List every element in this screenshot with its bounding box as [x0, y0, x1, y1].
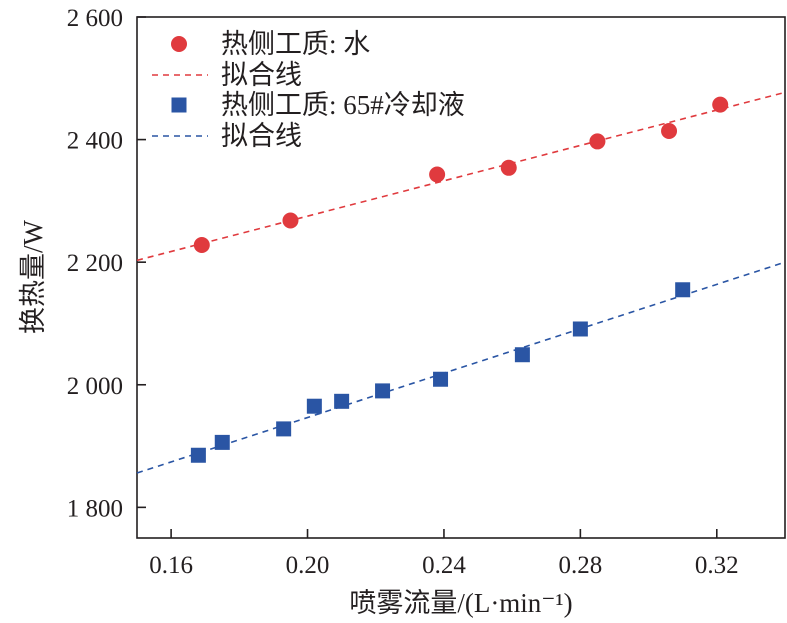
x-tick-label: 0.28 — [558, 552, 602, 579]
data-point-circle — [282, 212, 299, 229]
data-point-circle — [712, 96, 729, 113]
legend-label: 拟合线 — [221, 60, 302, 90]
data-point-square — [375, 383, 391, 399]
y-tick-label: 2 200 — [67, 250, 123, 277]
data-point-circle — [193, 237, 210, 254]
data-point-circle — [500, 159, 517, 176]
data-point-square — [514, 347, 530, 363]
data-point-square — [334, 393, 350, 409]
legend-label: 拟合线 — [221, 121, 302, 151]
data-point-circle — [661, 123, 678, 140]
data-point-square — [433, 371, 449, 387]
y-axis-label: 换热量/W — [18, 219, 48, 334]
data-point-circle — [429, 166, 446, 183]
y-tick-label: 2 000 — [67, 373, 123, 400]
legend-label: 热侧工质: 水 — [221, 29, 370, 59]
data-markers — [190, 96, 729, 463]
y-tick-label: 1 800 — [67, 495, 123, 522]
fit-line-3 — [136, 261, 786, 474]
fit-line-1 — [136, 91, 786, 262]
data-point-square — [276, 421, 292, 437]
data-point-circle — [589, 133, 606, 150]
y-tick-label: 2 600 — [67, 5, 123, 32]
y-tick-label: 2 400 — [67, 128, 123, 155]
data-point-square — [675, 282, 691, 298]
data-point-square — [572, 321, 588, 337]
plot-area-border — [136, 16, 786, 539]
y-axis-ticks: 1 800 2 000 2 200 2 400 2 600 — [67, 5, 146, 522]
x-tick-label: 0.16 — [149, 552, 193, 579]
x-tick-label: 0.24 — [422, 552, 466, 579]
x-tick-label: 0.20 — [286, 552, 330, 579]
x-axis-ticks: 0.16 0.20 0.24 0.28 0.32 — [149, 529, 739, 579]
data-point-square — [214, 434, 230, 450]
fit-lines — [136, 91, 786, 474]
legend-label: 热侧工质: 65#冷却液 — [221, 90, 465, 120]
legend-symbol-circle — [171, 36, 187, 52]
data-point-square — [306, 398, 322, 414]
x-tick-label: 0.32 — [695, 552, 739, 579]
legend-symbol-square — [171, 97, 187, 113]
x-axis-label: 喷雾流量/(L·min⁻¹) — [349, 588, 572, 618]
data-point-square — [190, 447, 206, 463]
plot-frame — [136, 16, 786, 539]
